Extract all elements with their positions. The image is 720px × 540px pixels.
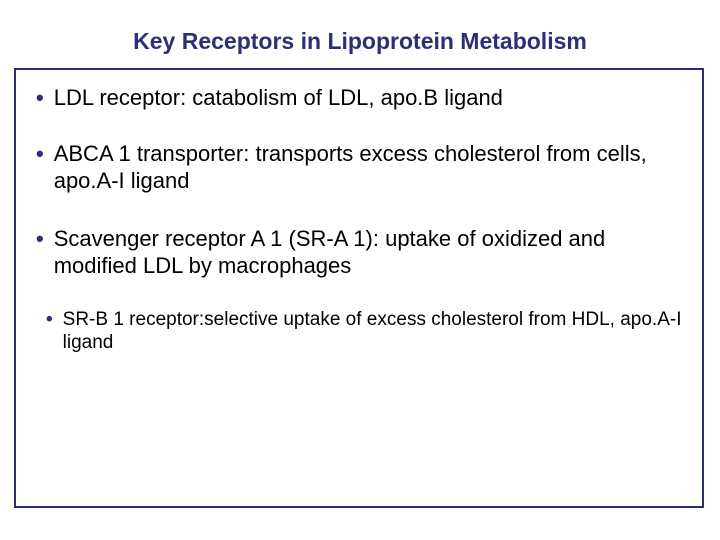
content-box: • LDL receptor: catabolism of LDL, apo.B… [14, 68, 704, 508]
bullet-icon: • [36, 140, 44, 168]
bullet-icon: • [36, 84, 44, 112]
bullet-item: • Scavenger receptor A 1 (SR-A 1): uptak… [36, 225, 682, 280]
bullet-item: • ABCA 1 transporter: transports excess … [36, 140, 682, 195]
bullet-item: • LDL receptor: catabolism of LDL, apo.B… [36, 84, 682, 112]
bullet-icon: • [46, 308, 53, 332]
bullet-text: ABCA 1 transporter: transports excess ch… [54, 140, 682, 195]
bullet-text: Scavenger receptor A 1 (SR-A 1): uptake … [54, 225, 682, 280]
slide-title: Key Receptors in Lipoprotein Metabolism [0, 28, 720, 55]
slide: Key Receptors in Lipoprotein Metabolism … [0, 0, 720, 540]
bullet-icon: • [36, 225, 44, 253]
bullet-item: • SR-B 1 receptor:selective uptake of ex… [46, 308, 682, 356]
bullet-text: LDL receptor: catabolism of LDL, apo.B l… [54, 84, 682, 112]
bullet-text: SR-B 1 receptor:selective uptake of exce… [63, 308, 682, 356]
